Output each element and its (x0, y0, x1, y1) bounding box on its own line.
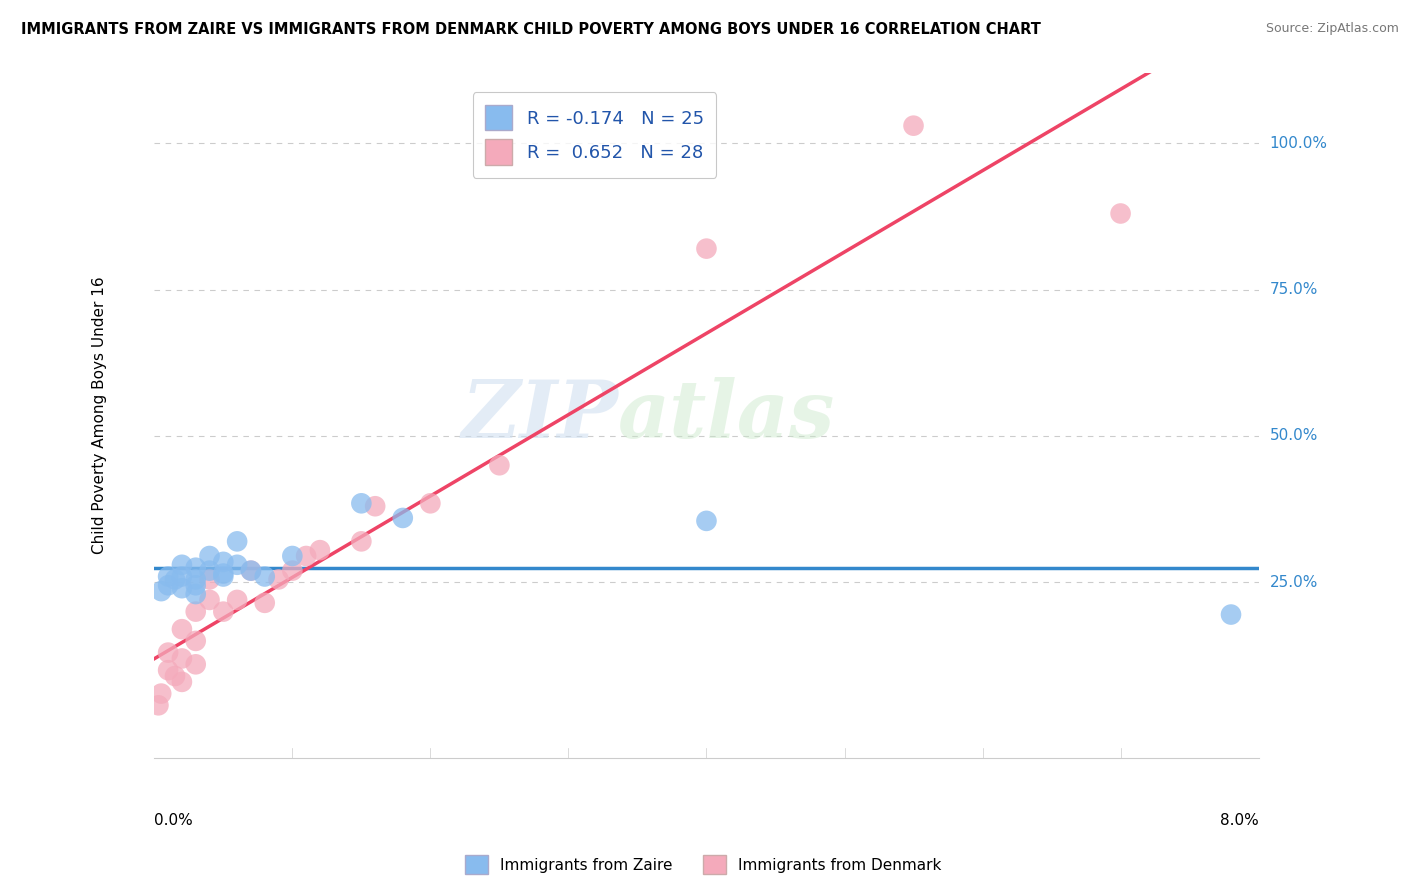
Text: 50.0%: 50.0% (1270, 428, 1317, 443)
Point (253, 569, 276, 583)
Point (391, 511, 413, 525)
Point (184, 573, 207, 587)
Point (1109, 206, 1132, 220)
Point (170, 622, 193, 636)
Point (198, 549, 221, 563)
Point (150, 687, 173, 701)
Point (163, 669, 186, 683)
Point (488, 458, 510, 473)
Point (198, 573, 221, 587)
Point (212, 566, 235, 581)
Point (184, 633, 207, 648)
Text: 100.0%: 100.0% (1270, 136, 1327, 151)
Point (309, 543, 332, 558)
Point (198, 564, 221, 578)
Text: Child Poverty Among Boys Under 16: Child Poverty Among Boys Under 16 (91, 277, 107, 554)
Text: 75.0%: 75.0% (1270, 282, 1317, 297)
Legend: Immigrants from Zaire, Immigrants from Denmark: Immigrants from Zaire, Immigrants from D… (458, 849, 948, 880)
Point (1220, 607, 1243, 622)
Point (170, 674, 193, 689)
Point (226, 593, 249, 607)
Point (281, 549, 304, 563)
Point (157, 646, 180, 660)
Point (198, 593, 221, 607)
Legend: R = -0.174   N = 25, R =  0.652   N = 28: R = -0.174 N = 25, R = 0.652 N = 28 (472, 92, 717, 178)
Point (419, 496, 441, 510)
Text: atlas: atlas (619, 376, 835, 454)
Point (184, 578, 207, 592)
Point (170, 581, 193, 595)
Point (184, 587, 207, 601)
Point (267, 573, 290, 587)
Point (239, 564, 262, 578)
Point (239, 564, 262, 578)
Point (350, 496, 373, 510)
Point (157, 569, 180, 583)
Text: IMMIGRANTS FROM ZAIRE VS IMMIGRANTS FROM DENMARK CHILD POVERTY AMONG BOYS UNDER : IMMIGRANTS FROM ZAIRE VS IMMIGRANTS FROM… (21, 22, 1040, 37)
Point (148, 698, 170, 713)
Point (157, 578, 180, 592)
Point (903, 119, 925, 133)
Point (295, 549, 318, 563)
Text: 25.0%: 25.0% (1270, 574, 1317, 590)
Point (364, 500, 387, 514)
Point (184, 560, 207, 574)
Point (695, 242, 717, 256)
Point (184, 605, 207, 619)
Point (212, 569, 235, 583)
Text: 8.0%: 8.0% (1220, 813, 1258, 828)
Point (212, 555, 235, 569)
Point (170, 569, 193, 583)
Point (163, 573, 186, 587)
Point (226, 534, 249, 549)
Point (157, 663, 180, 677)
Text: Source: ZipAtlas.com: Source: ZipAtlas.com (1265, 22, 1399, 36)
Point (695, 514, 717, 528)
Point (226, 558, 249, 572)
Point (170, 558, 193, 572)
Point (350, 534, 373, 549)
Point (212, 605, 235, 619)
Point (170, 651, 193, 665)
Point (184, 657, 207, 672)
Point (150, 584, 173, 599)
Text: ZIP: ZIP (461, 376, 619, 454)
Point (281, 564, 304, 578)
Point (253, 596, 276, 610)
Text: 0.0%: 0.0% (155, 813, 193, 828)
